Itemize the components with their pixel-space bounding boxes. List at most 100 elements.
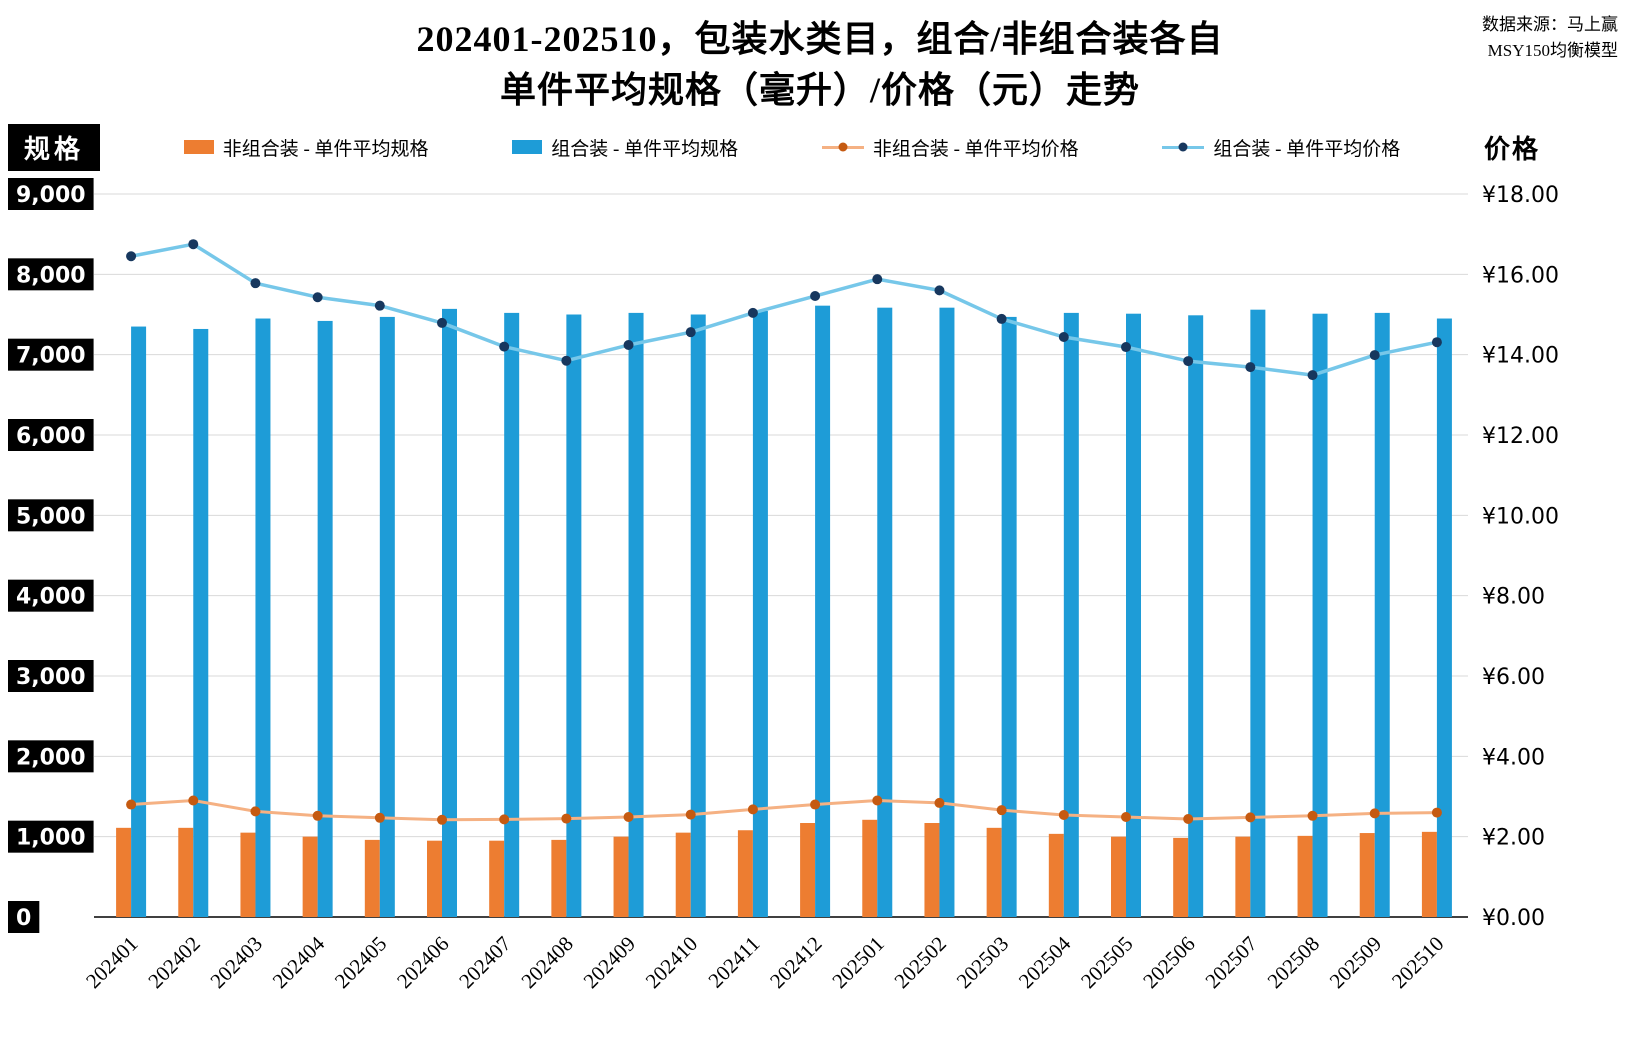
bar-nonbundle-spec bbox=[613, 836, 629, 918]
x-axis-label: 202505 bbox=[1076, 932, 1138, 994]
left-axis-tick-box bbox=[8, 258, 94, 291]
chart-title-line-2: 单件平均规格（毫升）/价格（元）走势 bbox=[499, 70, 1140, 111]
right-axis-tick-label: ¥14.00 bbox=[1482, 344, 1559, 369]
x-axis-label: 202510 bbox=[1387, 932, 1449, 994]
x-axis-label: 202408 bbox=[516, 932, 578, 994]
x-axis-label: 202509 bbox=[1325, 932, 1387, 994]
bar-bundle-spec bbox=[442, 309, 457, 918]
x-axis-label: 202406 bbox=[392, 932, 454, 994]
left-axis-tick-label: 4,000 bbox=[16, 585, 86, 610]
left-axis-tick-label: 9,000 bbox=[16, 183, 86, 208]
price-dot-bundle bbox=[374, 300, 385, 311]
price-dot-nonbundle bbox=[1183, 814, 1194, 825]
bar-nonbundle-spec bbox=[1173, 838, 1189, 918]
left-axis-tick-label: 3,000 bbox=[16, 665, 86, 690]
left-axis-tick-label: 2,000 bbox=[16, 746, 86, 771]
bar-bundle-spec bbox=[1001, 317, 1017, 918]
left-axis-tick-label: 0 bbox=[16, 906, 31, 931]
x-axis-label: 202506 bbox=[1138, 932, 1200, 994]
price-dot-bundle bbox=[1431, 337, 1442, 348]
left-axis-tick-label: 1,000 bbox=[16, 826, 86, 851]
legend-label: 组合装 - 单件平均规格 bbox=[551, 138, 739, 160]
legend-item-1: 组合装 - 单件平均规格 bbox=[512, 134, 738, 161]
bar-nonbundle-spec bbox=[364, 840, 380, 918]
bar-nonbundle-spec bbox=[240, 832, 256, 918]
x-axis-label: 202504 bbox=[1014, 931, 1076, 993]
price-dot-nonbundle bbox=[934, 798, 945, 809]
x-axis-label: 202401 bbox=[81, 932, 143, 994]
legend-line-swatch-icon bbox=[821, 142, 864, 152]
legend-label: 组合装 - 单件平均价格 bbox=[1213, 138, 1401, 160]
price-dot-bundle bbox=[126, 251, 137, 262]
x-axis-label: 202410 bbox=[641, 932, 703, 994]
left-axis-tick-box bbox=[8, 579, 94, 612]
left-axis-tick-box bbox=[8, 660, 94, 693]
price-dot-bundle bbox=[499, 341, 510, 352]
price-dot-bundle bbox=[1369, 350, 1380, 361]
bar-nonbundle-spec bbox=[1111, 836, 1126, 918]
price-dot-nonbundle bbox=[437, 815, 447, 826]
price-dot-bundle bbox=[312, 292, 323, 303]
price-dot-bundle bbox=[934, 285, 945, 296]
x-axis-label: 202412 bbox=[765, 932, 827, 994]
bar-bundle-spec bbox=[690, 314, 706, 918]
bar-bundle-spec bbox=[317, 321, 333, 918]
left-axis-tick-label: 7,000 bbox=[16, 344, 86, 369]
source-line-1: 数据来源：马上赢 bbox=[1482, 15, 1618, 34]
right-axis-tick-label: ¥6.00 bbox=[1482, 665, 1545, 690]
right-axis-tick-label: ¥16.00 bbox=[1482, 264, 1559, 289]
bar-bundle-spec bbox=[1312, 313, 1328, 918]
legend-label: 非组合装 - 单件平均价格 bbox=[872, 138, 1079, 160]
bar-bundle-spec bbox=[1374, 313, 1390, 918]
left-axis-tick-box bbox=[8, 419, 94, 452]
bar-nonbundle-spec bbox=[675, 832, 691, 918]
price-dot-nonbundle bbox=[1369, 808, 1380, 819]
left-axis-tick-label: 5,000 bbox=[16, 505, 86, 530]
bar-nonbundle-spec bbox=[116, 828, 132, 918]
x-axis-label: 202407 bbox=[454, 932, 516, 994]
bar-bundle-spec bbox=[1126, 313, 1141, 918]
price-line-nonbundle bbox=[129, 799, 1439, 822]
price-dot-bundle bbox=[1058, 332, 1069, 343]
bar-bundle-spec bbox=[379, 317, 395, 918]
x-axis-label: 202409 bbox=[579, 932, 641, 994]
bar-nonbundle-spec bbox=[862, 820, 878, 918]
price-dot-nonbundle bbox=[1058, 810, 1069, 821]
price-dot-bundle bbox=[250, 278, 261, 289]
data-source-note: 数据来源：马上赢 MSY150均衡模型 bbox=[1482, 12, 1618, 65]
legend-bar-swatch-icon bbox=[183, 140, 214, 155]
x-axis-label: 202502 bbox=[889, 932, 951, 994]
left-axis-tick-label: 8,000 bbox=[16, 264, 86, 289]
bar-nonbundle-spec bbox=[1359, 833, 1375, 918]
x-axis-label: 202402 bbox=[143, 932, 205, 994]
price-dot-bundle bbox=[1245, 362, 1256, 373]
bar-bundle-spec bbox=[815, 305, 831, 918]
legend-item-3: 组合装 - 单件平均价格 bbox=[1162, 134, 1400, 161]
x-axis-label: 202403 bbox=[205, 932, 267, 994]
right-axis-tick-label: ¥2.00 bbox=[1482, 826, 1545, 851]
legend-bar-swatch-icon bbox=[512, 140, 543, 155]
legend-line-swatch-icon bbox=[1162, 142, 1205, 152]
right-axis-tick-label: ¥8.00 bbox=[1482, 585, 1545, 610]
bar-nonbundle-spec bbox=[986, 828, 1002, 918]
left-axis-title: 规格 bbox=[8, 123, 101, 171]
price-dot-nonbundle bbox=[188, 795, 199, 806]
bar-bundle-spec bbox=[939, 307, 955, 918]
legend-row: 规格 非组合装 - 单件平均规格 组合装 - 单件平均规格 非组合装 - 单件平均价… bbox=[0, 123, 1640, 171]
price-dot-bundle bbox=[623, 340, 634, 351]
bar-bundle-spec bbox=[628, 313, 644, 918]
bar-nonbundle-spec bbox=[427, 840, 442, 918]
price-dot-nonbundle bbox=[374, 813, 385, 824]
price-dot-bundle bbox=[996, 314, 1007, 325]
combo-chart-canvas: 9,000 ¥18.00 8,000 ¥16.00 7,000 ¥14.00 6,000 ¥1… bbox=[8, 178, 1559, 994]
x-axis-label: 202508 bbox=[1263, 932, 1325, 994]
price-dot-bundle bbox=[437, 318, 447, 329]
legend-line-dot-icon bbox=[1178, 142, 1188, 152]
x-axis-label: 202507 bbox=[1200, 932, 1262, 994]
left-axis-tick-box bbox=[8, 820, 94, 853]
price-dot-nonbundle bbox=[499, 814, 510, 825]
x-axis-label: 202405 bbox=[330, 932, 392, 994]
bar-bundle-spec bbox=[131, 326, 147, 918]
legend: 非组合装 - 单件平均规格 组合装 - 单件平均规格 非组合装 - 单件平均价格 组合… bbox=[100, 134, 1484, 161]
